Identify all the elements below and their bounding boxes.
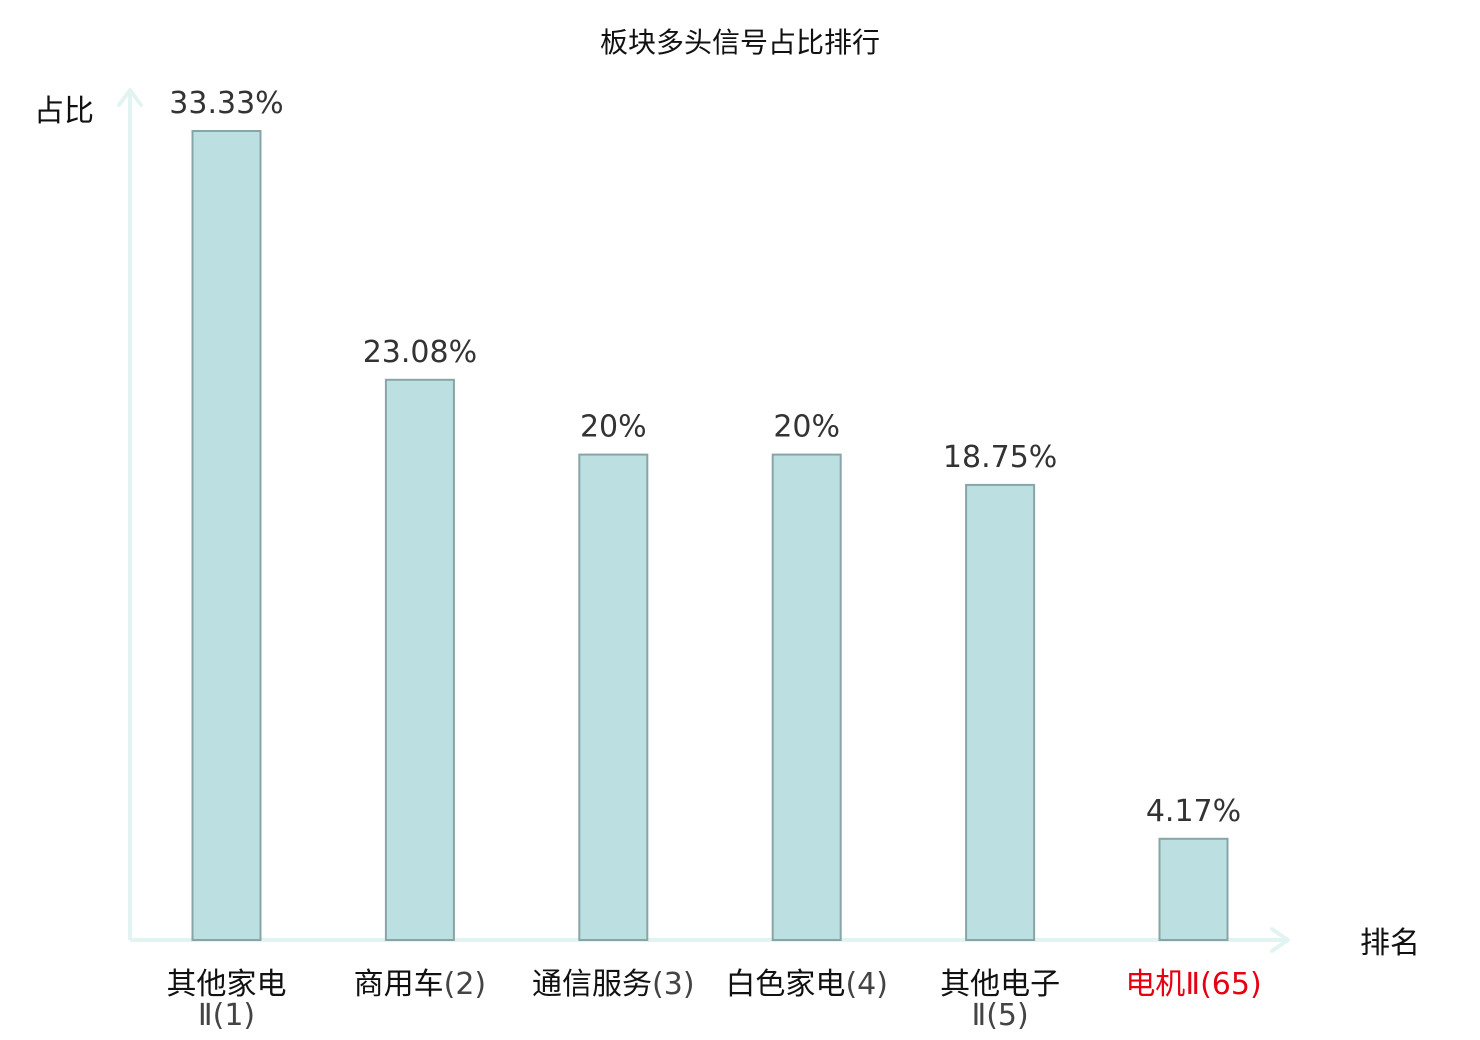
bar	[191, 130, 262, 941]
bar	[578, 453, 649, 941]
bar-value-label: 23.08%	[363, 335, 477, 370]
y-axis-arrow	[117, 88, 143, 107]
x-tick-label: 通信服务(3)	[532, 967, 695, 1002]
bar	[1158, 837, 1229, 941]
bar-value-label: 20%	[580, 410, 647, 445]
y-axis: 占比	[34, 88, 143, 940]
bar-value-label: 20%	[773, 410, 840, 445]
x-tick-label: 电机Ⅱ(65)	[1125, 967, 1261, 1002]
chart-title: 板块多头信号占比排行	[600, 26, 880, 59]
y-axis-label: 占比	[34, 94, 94, 129]
x-axis-label: 排名	[1360, 926, 1420, 961]
bar-value-label: 4.17%	[1146, 794, 1241, 829]
x-tick-label: 白色家电(4)	[725, 967, 888, 1002]
bar	[384, 378, 455, 941]
x-tick-label: 其他家电 Ⅱ(1)	[167, 967, 287, 1033]
x-axis-arrow	[1270, 927, 1290, 953]
bar	[965, 483, 1036, 941]
bar-value-label: 18.75%	[943, 440, 1057, 475]
bar	[771, 453, 842, 941]
bar-value-label: 33.33%	[169, 86, 283, 121]
x-tick-label: 其他电子 Ⅱ(5)	[940, 967, 1060, 1033]
value-labels-group: 33.33% 23.08% 20% 20% 18.75% 4.17%	[169, 86, 1241, 829]
category-labels-group: 其他家电 Ⅱ(1) 商用车(2) 通信服务(3) 白色家电(4) 其他电子 Ⅱ(5) 电机Ⅱ(…	[167, 967, 1262, 1033]
x-tick-label: 商用车(2)	[354, 967, 487, 1002]
x-axis: 排名	[130, 926, 1420, 961]
bars-group	[191, 130, 1229, 941]
